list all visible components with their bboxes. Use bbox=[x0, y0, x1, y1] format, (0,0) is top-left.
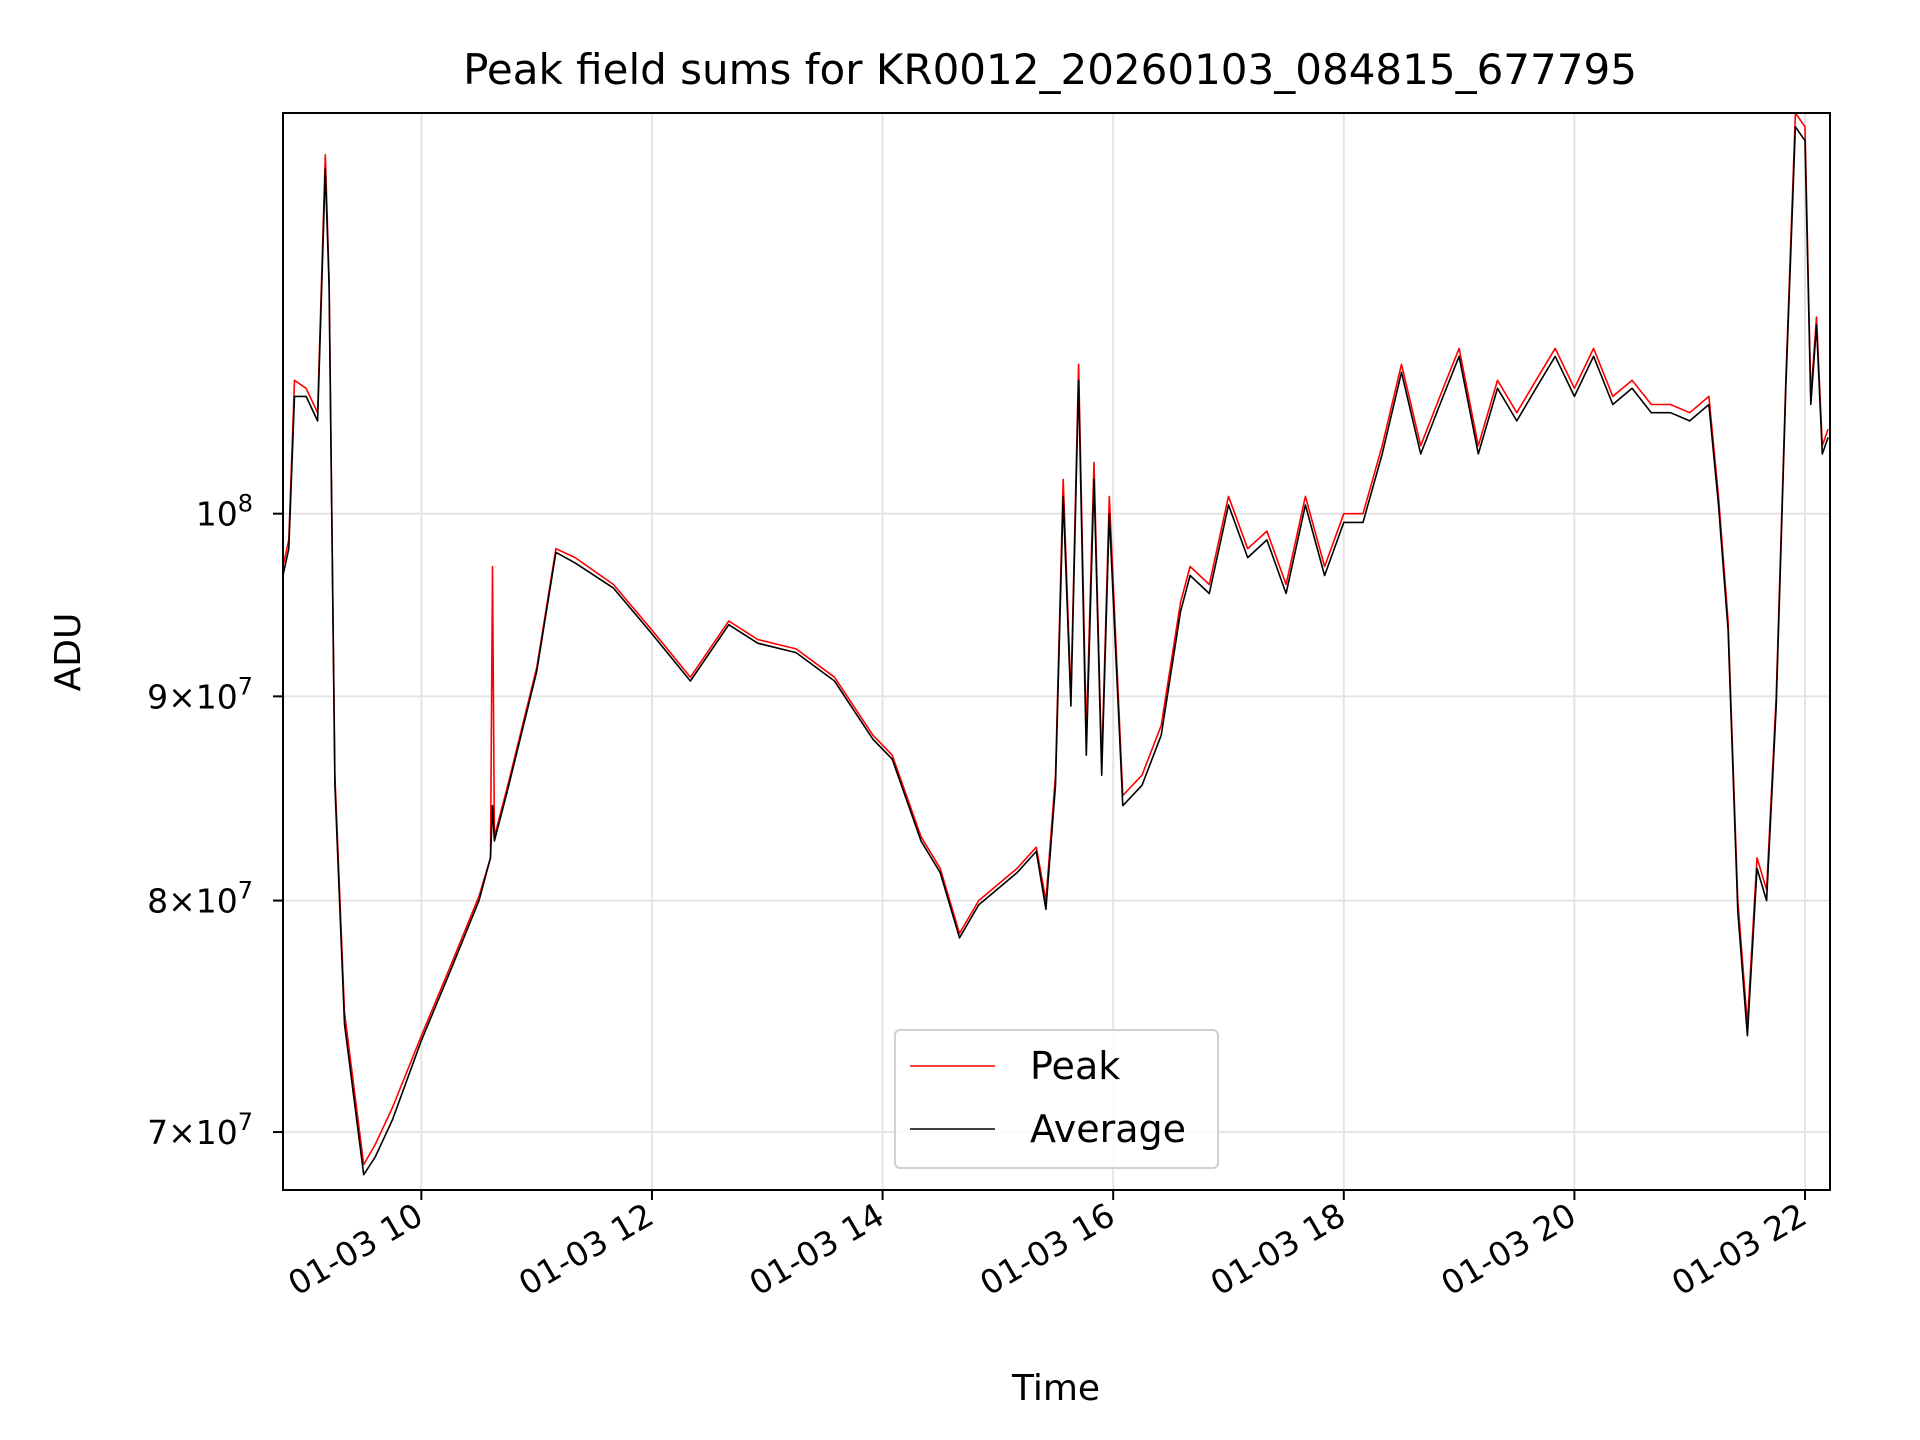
chart-title: Peak field sums for KR0012_20260103_0848… bbox=[463, 45, 1637, 94]
y-axis-ticks: 7×107 8×107 9×107 108 bbox=[147, 490, 283, 1152]
y-tick-label: 7×107 bbox=[147, 1108, 253, 1152]
y-tick-label: 9×107 bbox=[147, 672, 253, 716]
x-axis-title: Time bbox=[1011, 1368, 1100, 1409]
y-axis-title: ADU bbox=[48, 613, 89, 692]
grid bbox=[283, 113, 1830, 1190]
series-layer bbox=[282, 112, 1829, 1176]
plot-frame bbox=[282, 112, 1831, 1191]
series-line-average bbox=[282, 126, 1829, 1176]
legend[interactable]: Peak Average bbox=[894, 1029, 1219, 1169]
legend-box bbox=[894, 1029, 1219, 1169]
legend-label-peak: Peak bbox=[1030, 1044, 1120, 1088]
y-tick-label: 8×107 bbox=[147, 877, 253, 921]
y-tick-label: 108 bbox=[196, 490, 253, 534]
legend-label-average: Average bbox=[1030, 1107, 1186, 1151]
